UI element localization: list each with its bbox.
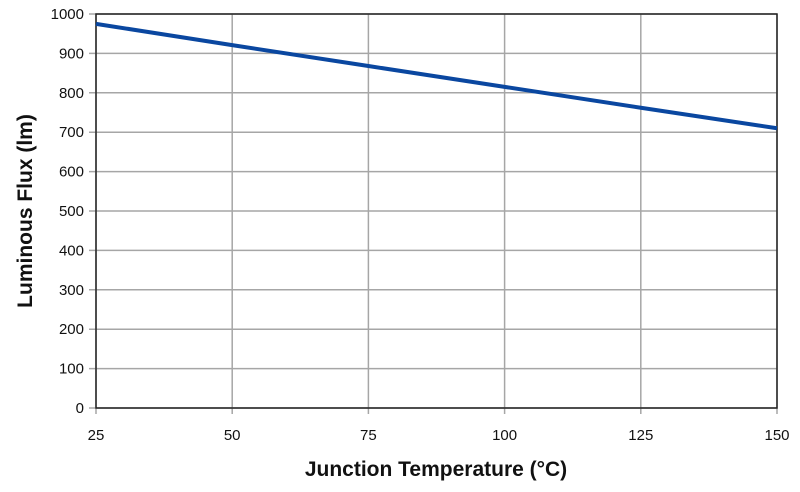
series xyxy=(95,21,778,131)
y-tick-label: 600 xyxy=(59,164,84,181)
x-tick-label: 100 xyxy=(492,427,517,444)
grid xyxy=(89,13,778,414)
y-tick-label: 900 xyxy=(59,45,84,62)
plot-frame xyxy=(95,13,778,409)
x-axis-title: Junction Temperature (°C) xyxy=(305,458,567,481)
y-axis-title: Luminous Flux (lm) xyxy=(14,114,37,308)
y-tick-label: 1000 xyxy=(51,6,84,23)
y-tick-label: 0 xyxy=(76,400,84,417)
y-axis-ticks: 0 100 200 300 400 500 600 700 800 900 1000 xyxy=(51,6,84,417)
y-tick-label: 800 xyxy=(59,85,84,102)
x-tick-label: 25 xyxy=(88,427,105,444)
series-line xyxy=(95,21,778,131)
x-tick-label: 75 xyxy=(360,427,377,444)
y-tick-label: 100 xyxy=(59,361,84,378)
x-tick-label: 50 xyxy=(224,427,241,444)
y-tick-label: 700 xyxy=(59,124,84,141)
y-tick-label: 200 xyxy=(59,321,84,338)
x-tick-label: 125 xyxy=(628,427,653,444)
y-tick-label: 300 xyxy=(59,282,84,299)
x-tick-label: 150 xyxy=(764,427,789,444)
y-tick-label: 500 xyxy=(59,203,84,220)
y-tick-label: 400 xyxy=(59,242,84,259)
x-axis-ticks: 25 50 75 100 125 150 xyxy=(88,427,790,444)
